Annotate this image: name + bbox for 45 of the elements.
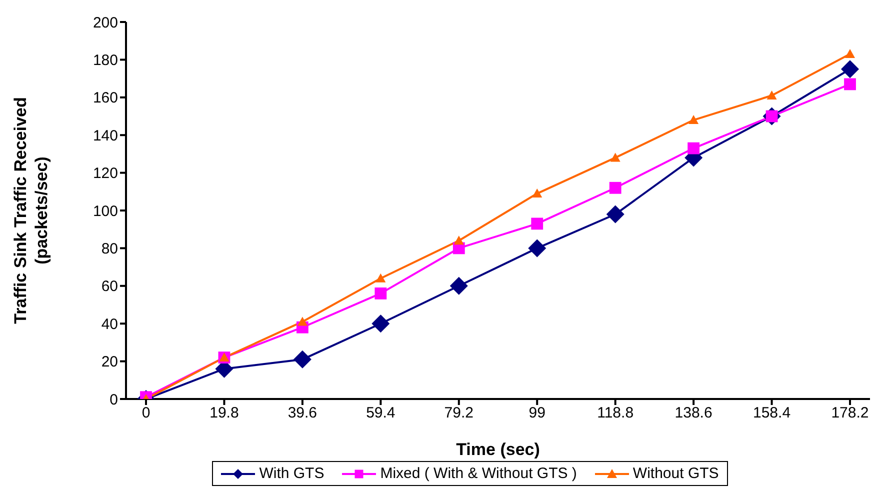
x-tick-label: 178.2 bbox=[831, 404, 869, 422]
x-axis-title: Time (sec) bbox=[456, 440, 540, 459]
point bbox=[609, 182, 622, 194]
point bbox=[293, 350, 312, 368]
x-tick-label: 0 bbox=[142, 404, 150, 422]
point bbox=[845, 49, 855, 58]
point bbox=[532, 188, 542, 198]
y-tick-label: 200 bbox=[92, 14, 118, 32]
y-tick-label: 160 bbox=[92, 90, 118, 107]
x-tick-label: 138.6 bbox=[674, 404, 712, 422]
point bbox=[454, 236, 464, 245]
point bbox=[297, 316, 308, 326]
point bbox=[606, 205, 624, 224]
x-tick-label: 118.8 bbox=[597, 404, 634, 422]
point bbox=[531, 218, 544, 230]
point bbox=[610, 152, 620, 162]
legend-label: Without GTS bbox=[632, 465, 719, 482]
point bbox=[450, 276, 468, 295]
x-tick-label: 158.4 bbox=[753, 404, 791, 422]
x-tick-label: 19.8 bbox=[210, 404, 239, 422]
y-tick-label: 0 bbox=[110, 391, 118, 408]
x-tick-label: 79.2 bbox=[444, 404, 474, 422]
x-tick-label: 99 bbox=[528, 404, 546, 422]
y-tick-label: 140 bbox=[92, 127, 118, 144]
point bbox=[376, 273, 386, 282]
x-tick-label: 39.6 bbox=[288, 404, 318, 422]
point bbox=[372, 314, 390, 333]
point bbox=[844, 78, 856, 90]
point bbox=[766, 90, 777, 100]
point bbox=[841, 60, 859, 78]
y-tick-label: 100 bbox=[92, 202, 118, 220]
point bbox=[528, 239, 546, 258]
legend-label: With GTS bbox=[258, 465, 324, 482]
y-tick-label: 180 bbox=[92, 52, 118, 70]
point bbox=[374, 287, 387, 300]
y-tick-label: 60 bbox=[101, 278, 118, 296]
y-axis-title: Traffic Sink Traffic Received (packets/sec) bbox=[11, 97, 51, 324]
y-tick-label: 80 bbox=[101, 240, 118, 258]
legend-label: Mixed ( With & Without GTS ) bbox=[379, 465, 577, 482]
x-tick-label: 59.4 bbox=[366, 404, 396, 422]
y-tick-label: 20 bbox=[101, 354, 118, 371]
y-tick-label: 40 bbox=[101, 316, 118, 333]
point bbox=[688, 142, 700, 154]
y-tick-label: 120 bbox=[92, 165, 118, 182]
point bbox=[688, 115, 699, 124]
